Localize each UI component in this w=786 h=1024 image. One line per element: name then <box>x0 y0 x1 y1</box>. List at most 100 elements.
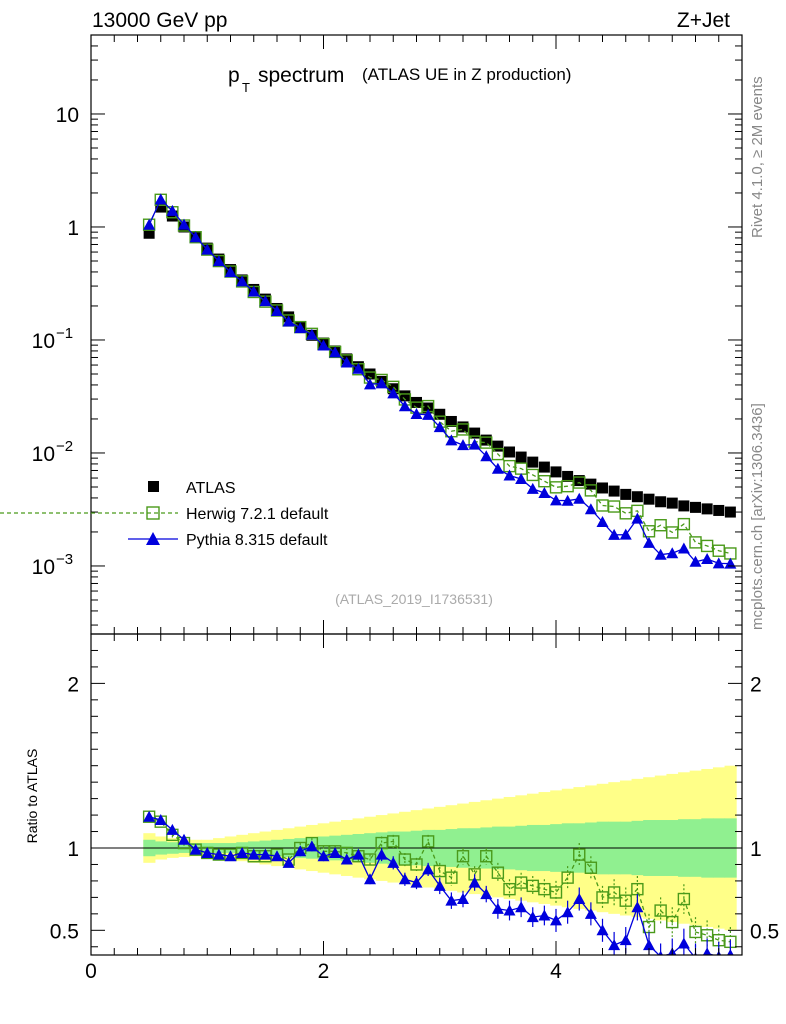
top-point-pythia <box>503 469 516 481</box>
top-point-pythia <box>340 356 353 368</box>
ratio-point-pythia <box>550 914 562 926</box>
legend-marker-atlas <box>148 481 159 492</box>
top-point-pythia <box>526 482 539 494</box>
ratio-point-pythia <box>154 814 167 826</box>
ratio-point-pythia <box>352 848 365 860</box>
legend: ATLAS Herwig 7.2.1 default Pythia 8.315 … <box>0 480 329 549</box>
top-point-pythia <box>364 378 376 390</box>
atlas-point <box>597 482 608 494</box>
analysis-id: (ATLAS_2019_I1736531) <box>335 591 493 607</box>
atlas-point <box>573 475 585 487</box>
top-point-pythia <box>596 515 609 527</box>
xtick-label: 0 <box>85 960 97 983</box>
top-point-herwig <box>480 436 493 449</box>
top-point-pythia <box>515 472 528 484</box>
top-point-pythia <box>643 536 655 548</box>
top-point-pythia <box>689 555 702 567</box>
ratio-point-pythia <box>457 893 469 905</box>
top-point-pythia <box>236 275 249 287</box>
top-point-pythia <box>154 193 167 205</box>
top-point-pythia <box>457 439 469 451</box>
ratio-point-pythia <box>189 843 202 855</box>
ratio-point-pythia <box>526 911 539 923</box>
ratio-point-pythia <box>468 876 481 888</box>
top-point-pythia <box>352 362 365 374</box>
top-point-herwig <box>538 475 551 488</box>
xtick-label: 2 <box>318 960 330 983</box>
top-point-pythia <box>491 462 504 474</box>
top-point-pythia <box>398 400 411 412</box>
top-point-herwig <box>654 519 667 532</box>
top-point-pythia <box>247 285 260 297</box>
ratio-point-herwig <box>363 853 377 866</box>
atlas-point <box>434 408 446 420</box>
ratio-point-herwig <box>607 886 621 899</box>
ratio-ytick-label-left: 2 <box>67 673 79 696</box>
ratio-point-pythia <box>410 876 423 888</box>
top-point-pythia <box>712 557 725 569</box>
ratio-point-pythia <box>236 846 249 858</box>
xtick-label: 4 <box>550 960 562 983</box>
top-point-pythia <box>259 295 272 307</box>
atlas-point <box>713 504 725 516</box>
legend-marker-pythia <box>146 532 160 545</box>
ratio-point-pythia <box>619 934 632 946</box>
ratio-point-pythia <box>491 902 504 914</box>
ratio-point-pythia <box>271 850 283 862</box>
ratio-point-pythia <box>340 853 353 865</box>
atlas-point <box>690 501 701 513</box>
top-point-pythia <box>305 328 318 340</box>
ratio-ytick-label-right: 0.5 <box>750 920 779 943</box>
top-point-pythia <box>422 408 435 420</box>
atlas-point <box>620 488 632 500</box>
top-point-pythia <box>631 512 644 524</box>
ratio-point-pythia <box>573 893 586 905</box>
ratio-point-pythia <box>294 845 307 857</box>
top-point-pythia <box>550 494 562 506</box>
top-point-pythia <box>608 528 621 540</box>
legend-marker-herwig <box>146 506 160 520</box>
process-label: Z+Jet <box>677 9 730 32</box>
atlas-point <box>550 466 562 478</box>
ratio-point-pythia <box>247 848 260 860</box>
top-point-pythia <box>329 346 342 358</box>
atlas-point <box>143 227 155 239</box>
top-point-pythia <box>410 408 423 420</box>
top-line-herwig <box>148 198 731 555</box>
ratio-point-pythia <box>515 901 528 913</box>
atlas-point <box>515 451 527 463</box>
top-point-pythia <box>468 438 481 450</box>
atlas-point <box>504 446 515 458</box>
atlas-point <box>666 497 678 509</box>
top-point-pythia <box>654 548 667 560</box>
legend-label-pythia: Pythia 8.315 default <box>186 532 328 549</box>
energy-label: 13000 GeV pp <box>92 9 227 32</box>
atlas-point <box>492 440 504 452</box>
ratio-point-pythia <box>259 848 272 860</box>
ratio-point-pythia <box>702 947 712 955</box>
ratio-ytick-label-left: 0.5 <box>50 920 79 943</box>
ratio-point-pythia <box>643 939 655 951</box>
top-point-herwig <box>607 500 621 513</box>
ratio-point-herwig <box>584 861 598 874</box>
atlas-point <box>166 210 178 222</box>
ratio-point-pythia <box>433 879 446 891</box>
ratio-point-pythia <box>584 907 597 919</box>
ratio-point-pythia <box>596 924 609 936</box>
ratio-point-pythia <box>178 833 190 845</box>
atlas-point <box>445 415 457 427</box>
atlas-point <box>480 434 492 446</box>
top-point-pythia <box>573 492 586 504</box>
top-point-pythia <box>212 255 225 267</box>
ratio-point-herwig <box>503 882 516 896</box>
ratio-ytick-label-right: 2 <box>750 673 762 696</box>
ratio-point-herwig <box>387 835 400 848</box>
ratio-point-herwig <box>456 850 470 863</box>
ratio-point-pythia <box>398 873 411 885</box>
atlas-point <box>655 496 667 508</box>
top-point-pythia <box>282 315 295 327</box>
top-point-pythia <box>294 322 307 334</box>
top-point-pythia <box>677 542 690 554</box>
top-point-pythia <box>538 486 551 498</box>
